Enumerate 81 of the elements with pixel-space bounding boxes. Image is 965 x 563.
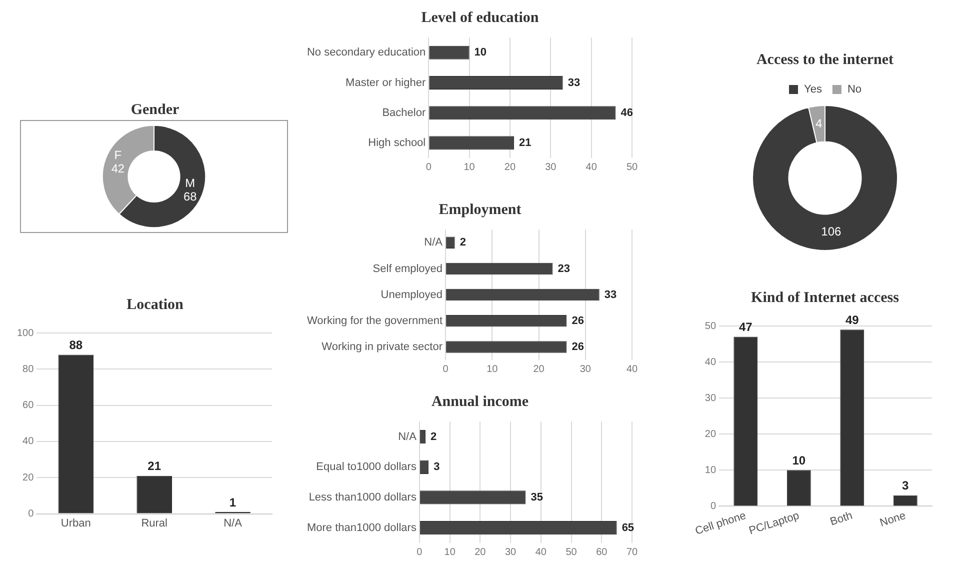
y-tick-label: Self employed: [372, 262, 443, 275]
y-tick-label: Working in private sector: [322, 340, 443, 353]
y-tick-label: 20: [22, 472, 34, 484]
data-label: 21: [148, 459, 162, 474]
y-tick-label: No secondary education: [306, 46, 426, 59]
data-label: 47: [738, 320, 753, 334]
data-label: 10: [792, 453, 806, 468]
data-label: 35: [530, 492, 543, 504]
y-tick-label: 0: [710, 500, 716, 512]
data-label: 42: [111, 162, 125, 176]
x-tick-label: 30: [504, 546, 517, 558]
y-tick-label: 60: [22, 400, 34, 412]
x-tick-label: None: [878, 510, 908, 530]
y-tick-label: More than1000 dollars: [306, 522, 417, 534]
data-label: 2: [460, 236, 466, 249]
data-label: 23: [558, 262, 570, 275]
slice-label: F: [114, 148, 122, 162]
x-tick-label: 20: [504, 162, 516, 173]
data-label: 49: [845, 312, 860, 327]
y-tick-label: 40: [22, 436, 34, 448]
legend-label: Yes: [804, 84, 822, 96]
data-label: 3: [434, 461, 440, 474]
x-tick-label: 50: [566, 546, 578, 558]
x-tick-label: Cell phone: [694, 510, 748, 538]
x-tick-label: 20: [474, 546, 486, 558]
x-tick-label: N/A: [224, 517, 243, 530]
x-tick-label: 60: [596, 546, 608, 558]
x-tick-label: 30: [580, 364, 592, 375]
x-tick-label: 10: [444, 546, 456, 558]
y-tick-label: Master or higher: [346, 76, 426, 89]
legend-label: No: [847, 84, 862, 96]
y-tick-label: High school: [368, 136, 426, 149]
chart-title: Level of education: [420, 9, 540, 28]
x-tick-label: Urban: [60, 517, 91, 530]
chart-title: Employment: [438, 201, 522, 220]
x-tick-label: 10: [486, 364, 498, 375]
x-tick-label: 10: [464, 162, 476, 173]
data-label: 10: [474, 46, 487, 59]
chart-title: Gender: [130, 101, 180, 120]
y-tick-label: Less than1000 dollars: [308, 492, 417, 504]
y-tick-label: 100: [16, 328, 34, 339]
y-tick-label: N/A: [398, 430, 418, 443]
data-label: 4: [815, 116, 822, 130]
y-tick-label: 20: [704, 428, 716, 440]
chart-title: Annual income: [430, 393, 530, 412]
data-label: 46: [620, 106, 633, 119]
chart-title: Kind of Internet access: [750, 289, 900, 308]
x-tick-label: 40: [626, 364, 638, 375]
y-tick-label: N/A: [424, 236, 444, 249]
y-tick-label: 40: [704, 356, 716, 368]
data-label: 3: [902, 478, 910, 493]
data-label: 2: [430, 430, 437, 443]
x-tick-label: 50: [626, 162, 638, 173]
x-tick-label: 40: [586, 162, 598, 173]
y-tick-label: 10: [704, 464, 716, 476]
y-tick-label: Unemployed: [380, 288, 443, 301]
data-label: 33: [568, 76, 580, 89]
x-tick-label: 30: [545, 162, 557, 173]
data-label: 26: [572, 314, 584, 327]
x-tick-label: 20: [533, 364, 545, 375]
data-label: 33: [604, 288, 617, 301]
y-tick-label: Working for the government: [307, 314, 443, 327]
data-label: 106: [821, 224, 842, 238]
y-tick-label: 50: [704, 320, 716, 332]
data-label: 26: [572, 340, 584, 353]
chart-title: Location: [126, 296, 184, 315]
y-tick-label: 80: [22, 364, 34, 375]
data-label: 1: [229, 495, 236, 510]
data-label: 88: [69, 338, 83, 352]
x-tick-label: Rural: [141, 517, 168, 530]
x-tick-label: 70: [626, 546, 638, 558]
x-tick-label: Both: [828, 510, 854, 528]
data-label: 21: [519, 136, 532, 149]
data-label: 68: [183, 190, 198, 204]
slice-label: M: [185, 176, 196, 190]
y-tick-label: 30: [704, 392, 716, 404]
y-tick-label: Bachelor: [382, 106, 426, 119]
data-label: 65: [622, 522, 634, 534]
y-tick-label: Equal to1000 dollars: [316, 461, 417, 474]
chart-title: Access to the internet: [755, 51, 895, 70]
x-tick-label: 40: [535, 546, 547, 558]
